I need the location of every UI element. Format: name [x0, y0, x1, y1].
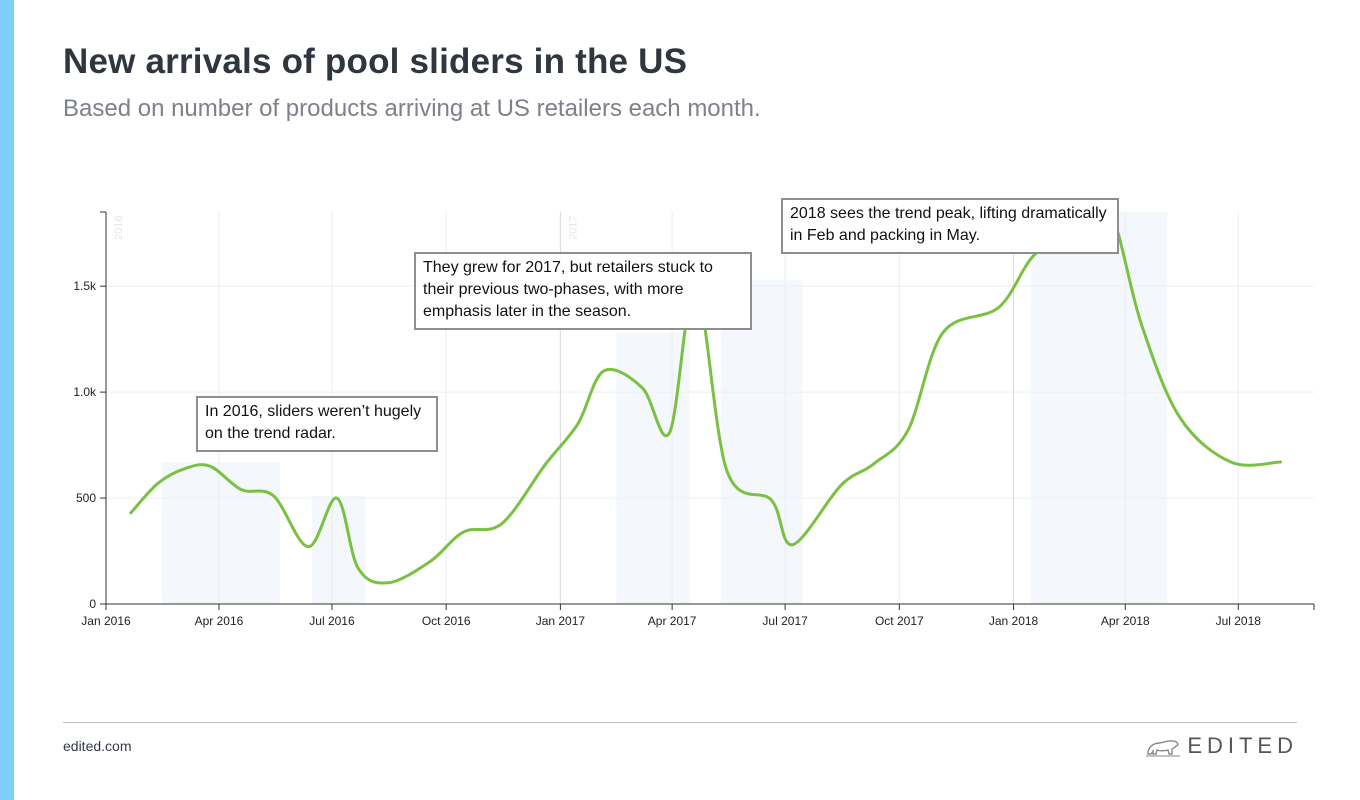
year-label-2017: 2017 [567, 216, 579, 240]
x-tick-label-6: Jul 2017 [762, 614, 808, 628]
x-tick-label-3: Oct 2016 [422, 614, 471, 628]
footer-link[interactable]: edited.com [63, 738, 132, 754]
x-tick-label-4: Jan 2017 [536, 614, 586, 628]
x-tick-label-7: Oct 2017 [875, 614, 924, 628]
page-title: New arrivals of pool sliders in the US [63, 42, 688, 81]
x-tick-label-1: Apr 2016 [195, 614, 244, 628]
x-tick-label-8: Jan 2018 [989, 614, 1039, 628]
highlight-band-3 [720, 279, 803, 604]
year-label-2016: 2016 [113, 216, 125, 240]
x-tick-label-0: Jan 2016 [81, 614, 131, 628]
highlight-band-0 [161, 462, 280, 604]
annotation-2018: 2018 sees the trend peak, lifting dramat… [781, 198, 1119, 254]
polar-bear-icon [1146, 740, 1181, 757]
brand-logo: EDITED [1145, 733, 1298, 759]
y-tick-label-0: 0 [89, 597, 96, 611]
left-accent-stripe [0, 0, 14, 800]
y-tick-label-3: 1.5k [73, 279, 97, 293]
x-tick-label-2: Jul 2016 [309, 614, 355, 628]
y-tick-label-2: 1.0k [73, 385, 97, 399]
footer-divider [63, 722, 1297, 723]
x-tick-label-5: Apr 2017 [648, 614, 697, 628]
brand-name: EDITED [1187, 733, 1298, 758]
page-subtitle: Based on number of products arriving at … [63, 95, 761, 122]
x-tick-label-9: Apr 2018 [1101, 614, 1150, 628]
highlight-band-4 [1030, 212, 1168, 604]
highlight-band-1 [312, 495, 366, 604]
x-tick-label-10: Jul 2018 [1216, 614, 1262, 628]
y-tick-label-1: 500 [76, 491, 96, 505]
annotation-2017: They grew for 2017, but retailers stuck … [414, 252, 752, 330]
annotation-2016: In 2016, sliders weren’t hugely on the t… [196, 396, 438, 452]
